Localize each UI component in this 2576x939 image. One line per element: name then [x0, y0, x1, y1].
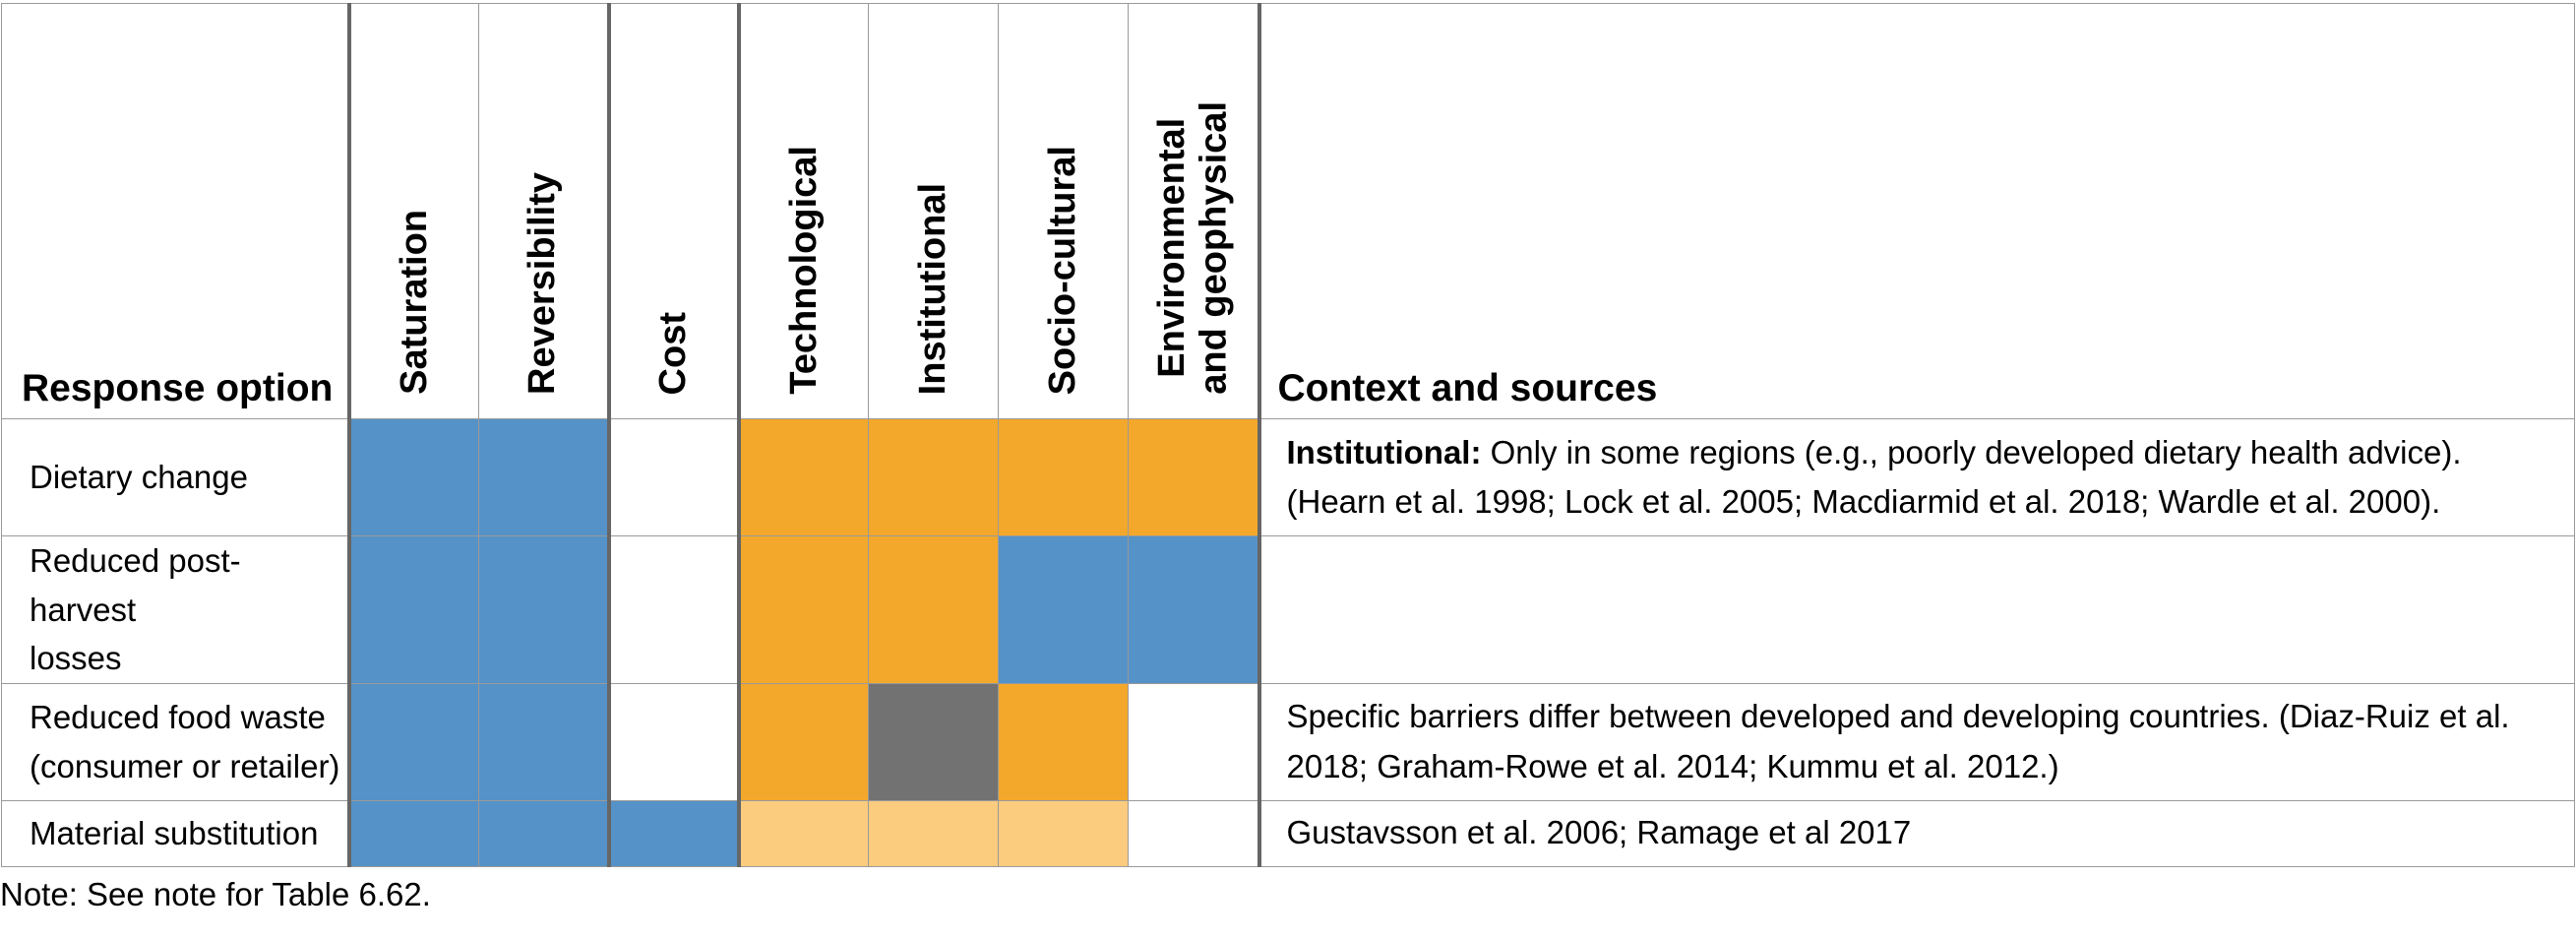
response-option-cell: Material substitution [1, 799, 351, 867]
rating-cell [478, 418, 611, 536]
rating-cell [868, 799, 999, 867]
rating-cell [998, 418, 1129, 536]
context-bold-label: Institutional: [1286, 433, 1482, 470]
rating-cell [608, 418, 741, 536]
header-environmental-line2: and geophysical [1193, 101, 1235, 395]
table-note: Note: See note for Table 6.62. [0, 876, 431, 912]
response-option-label: Reduced food waste [30, 699, 326, 735]
rating-cell [478, 799, 611, 867]
header-reversibility: Reversibility [478, 3, 611, 419]
header-environmental-line1: Environmental [1150, 118, 1193, 379]
rating-cell [608, 682, 741, 801]
response-option-label: Material substitution [30, 814, 319, 851]
rating-cell [348, 682, 479, 801]
rating-cell [478, 682, 611, 801]
rating-cell [738, 682, 869, 801]
context-cell: Institutional: Only in some regions (e.g… [1258, 418, 2575, 536]
rating-cell [1128, 418, 1261, 536]
header-row: Response option Saturation Reversibility… [1, 3, 2575, 419]
table-row: Dietary change Institutional: Only in so… [1, 418, 2575, 536]
rating-cell [1128, 682, 1261, 801]
context-text: Specific barriers differ between develop… [1286, 698, 2510, 784]
table-row: Reduced food waste (consumer or retailer)… [1, 682, 2575, 801]
assessment-table: Response option Saturation Reversibility… [1, 3, 2575, 867]
rating-cell [348, 535, 479, 684]
header-response-option: Response option [1, 3, 351, 419]
header-context: Context and sources [1258, 3, 2575, 419]
header-environmental: Environmental and geophysical [1128, 3, 1261, 419]
header-saturation: Saturation [348, 3, 479, 419]
rating-cell [478, 535, 611, 684]
header-technological-label: Technological [782, 146, 825, 395]
rating-cell [998, 682, 1129, 801]
header-reversibility-label: Reversibility [521, 172, 564, 395]
header-saturation-label: Saturation [393, 210, 435, 395]
rating-cell [738, 418, 869, 536]
context-cell [1258, 535, 2575, 684]
rating-cell [868, 682, 999, 801]
header-institutional-label: Institutional [912, 182, 954, 395]
response-option-label-line2: (consumer or retailer) [30, 747, 340, 784]
context-cell: Specific barriers differ between develop… [1258, 682, 2575, 801]
header-cost: Cost [608, 3, 741, 419]
rating-cell [608, 799, 741, 867]
header-technological: Technological [738, 3, 869, 419]
response-option-label-line2: losses [30, 640, 122, 676]
rating-cell [868, 535, 999, 684]
context-text: Gustavsson et al. 2006; Ramage et al 201… [1286, 814, 1912, 851]
table-row: Material substitution Gustavsson et al. … [1, 799, 2575, 867]
header-socio-cultural-label: Socio-cultural [1042, 145, 1084, 395]
response-option-label: Dietary change [30, 459, 248, 496]
response-option-label: Reduced post-harvest [30, 542, 241, 628]
table-row: Reduced post-harvest losses [1, 535, 2575, 684]
context-cell: Gustavsson et al. 2006; Ramage et al 201… [1258, 799, 2575, 867]
response-option-cell: Reduced post-harvest losses [1, 535, 351, 684]
rating-cell [738, 535, 869, 684]
rating-cell [738, 799, 869, 867]
header-cost-label: Cost [652, 311, 695, 395]
rating-cell [348, 418, 479, 536]
rating-cell [998, 799, 1129, 867]
header-environmental-label: Environmental and geophysical [1151, 101, 1235, 395]
rating-cell [868, 418, 999, 536]
context-text: Only in some regions (e.g., poorly devel… [1286, 433, 2462, 520]
rating-cell [608, 535, 741, 684]
rating-cell [998, 535, 1129, 684]
response-option-cell: Reduced food waste (consumer or retailer) [1, 682, 351, 801]
response-option-cell: Dietary change [1, 418, 351, 536]
rating-cell [1128, 535, 1261, 684]
rating-cell [1128, 799, 1261, 867]
header-socio-cultural: Socio-cultural [998, 3, 1129, 419]
header-institutional: Institutional [868, 3, 999, 419]
rating-cell [348, 799, 479, 867]
